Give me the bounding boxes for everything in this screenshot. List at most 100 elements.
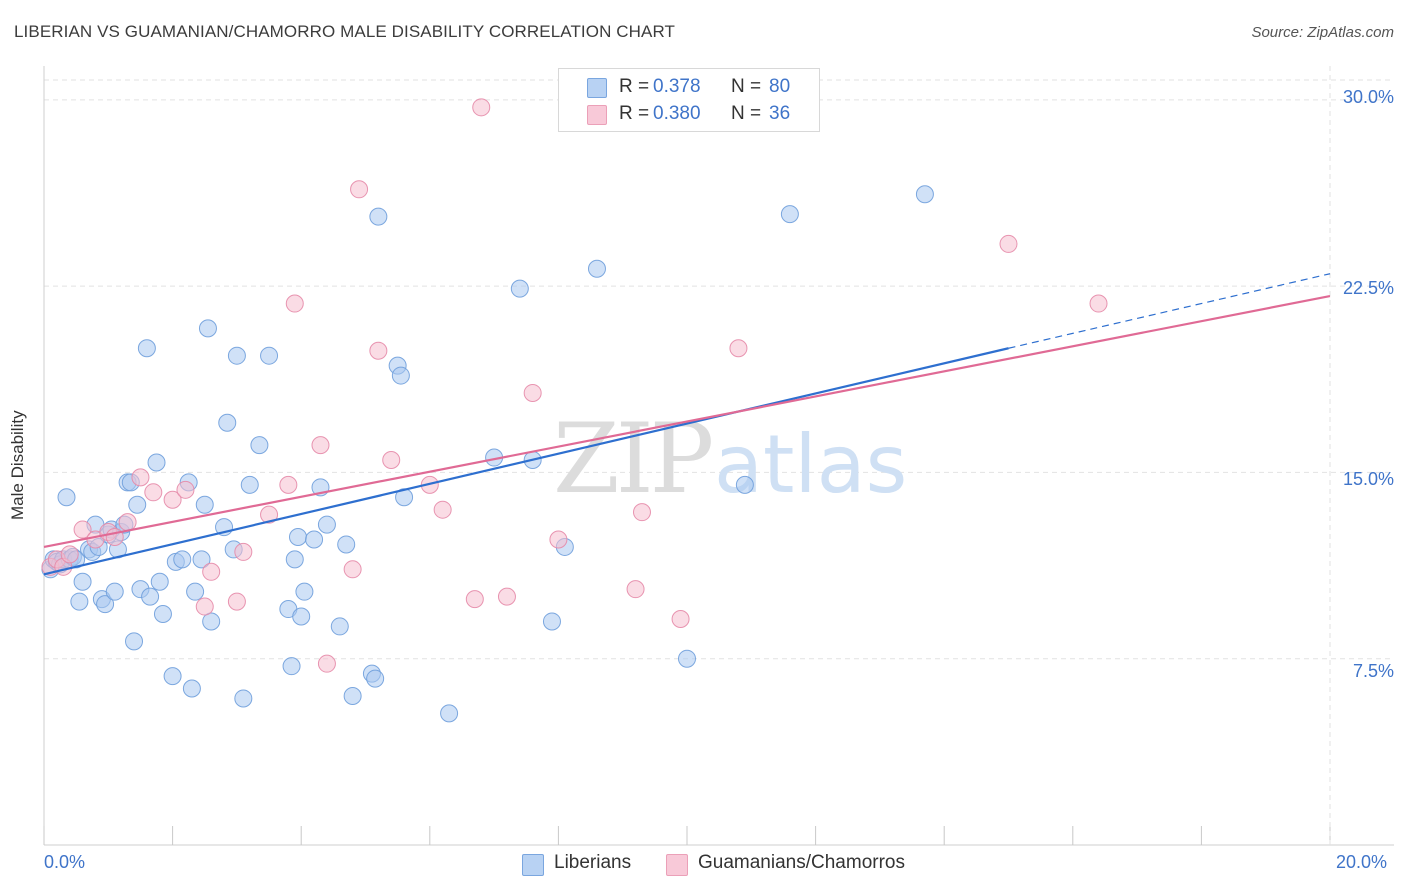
guamanians-swatch <box>587 105 607 125</box>
liberians-point <box>288 528 307 547</box>
liberians-point <box>510 279 529 298</box>
guamanians-point <box>497 587 516 606</box>
liberians-point <box>163 667 182 686</box>
legend-row-guamanians: R = 0.380 N = 36 <box>559 101 819 127</box>
liberians-point <box>587 259 606 278</box>
guamanians-point <box>632 503 651 522</box>
guamanians-point <box>285 294 304 313</box>
liberians-point <box>305 530 324 549</box>
watermark-atlas: atlas <box>714 418 907 511</box>
liberians-point <box>240 475 259 494</box>
liberians-point <box>147 453 166 472</box>
guamanians-point <box>472 98 491 117</box>
guamanians-point <box>227 592 246 611</box>
guamanians-point <box>311 436 330 455</box>
liberians-point <box>73 572 92 591</box>
guamanians-point <box>279 475 298 494</box>
chart-title: LIBERIAN VS GUAMANIAN/CHAMORRO MALE DISA… <box>14 22 676 41</box>
liberians-point <box>137 339 156 358</box>
guamanians-point <box>1089 294 1108 313</box>
liberians-trend-extension <box>1008 273 1331 349</box>
liberians-point <box>182 679 201 698</box>
liberians-point <box>440 704 459 723</box>
y-tick-label: 30.0% <box>1342 87 1394 107</box>
y-tick-label: 7.5% <box>1352 661 1394 681</box>
guamanians-point <box>999 234 1018 253</box>
guamanians-point <box>369 341 388 360</box>
guamanians-legend-label: Guamanians/Chamorros <box>698 852 905 873</box>
liberians-point <box>369 207 388 226</box>
source-label: Source: ZipAtlas.com <box>1251 24 1394 41</box>
guamanians-point <box>176 480 195 499</box>
y-tick-label: 15.0% <box>1342 469 1394 489</box>
guamanians-point <box>382 451 401 470</box>
guamanians-point <box>523 383 542 402</box>
guamanians-point <box>729 339 748 358</box>
liberians-point <box>57 488 76 507</box>
liberians-point <box>391 366 410 385</box>
liberians-point <box>198 319 217 338</box>
liberians-point <box>186 582 205 601</box>
legend-n-value: 36 <box>769 103 791 124</box>
liberians-point <box>105 582 124 601</box>
liberians-point <box>70 592 89 611</box>
legend-row-liberians: R = 0.378 N = 80 <box>559 74 819 100</box>
liberians-point <box>915 185 934 204</box>
legend-r-value: 0.378 <box>653 76 701 97</box>
guamanians-point <box>465 590 484 609</box>
guamanians-point <box>202 562 221 581</box>
liberians-point <box>153 605 172 624</box>
guamanians-point <box>671 609 690 628</box>
liberians-point <box>542 612 561 631</box>
y-tick-label: 22.5% <box>1342 278 1394 298</box>
guamanians-point <box>195 597 214 616</box>
guamanians-point <box>118 513 137 532</box>
guamanians-point <box>626 580 645 599</box>
liberians-point <box>96 595 115 614</box>
guamanians-point <box>144 483 163 502</box>
liberians-point <box>337 535 356 554</box>
legend-r-value: 0.380 <box>653 103 701 124</box>
liberians-point <box>260 346 279 365</box>
guamanians-point <box>234 542 253 561</box>
liberians-point <box>343 686 362 705</box>
guamanians-point <box>163 490 182 509</box>
liberians-legend-swatch <box>522 854 544 876</box>
liberians-swatch <box>587 78 607 98</box>
x-tick-label-min: 0.0% <box>44 852 86 872</box>
guamanians-trend-line <box>43 295 1331 549</box>
liberians-point <box>218 413 237 432</box>
guamanians-point <box>73 520 92 539</box>
guamanians-point <box>317 654 336 673</box>
liberians-point <box>173 550 192 569</box>
guamanians-point <box>60 545 79 564</box>
liberians-point <box>735 475 754 494</box>
x-tick-label-max: 20.0% <box>1336 852 1388 872</box>
guamanians-point <box>433 500 452 519</box>
liberians-point <box>317 515 336 534</box>
liberians-point <box>150 572 169 591</box>
guamanians-point <box>260 505 279 524</box>
liberians-point <box>678 649 696 668</box>
liberians-point <box>366 669 385 688</box>
liberians-point <box>250 436 269 455</box>
correlation-legend: R = 0.378 N = 80 R = 0.380 N = 36 <box>558 68 820 132</box>
liberians-point <box>780 205 799 224</box>
guamanians-point <box>549 530 568 549</box>
liberians-point <box>195 495 214 514</box>
liberians-point <box>330 617 349 636</box>
legend-n-label: N = <box>731 76 762 97</box>
guamanians-point <box>343 560 362 579</box>
guamanians-legend-swatch <box>666 854 688 876</box>
liberians-point <box>282 657 301 676</box>
liberians-legend-label: Liberians <box>554 852 632 873</box>
legend-r-label: R = <box>619 103 650 124</box>
legend-n-label: N = <box>731 103 762 124</box>
liberians-point <box>295 582 314 601</box>
liberians-point <box>227 346 246 365</box>
guamanians-point <box>131 468 150 487</box>
watermark-zip: ZIP <box>553 403 712 515</box>
liberians-point <box>234 689 253 708</box>
liberians-point <box>292 607 311 626</box>
